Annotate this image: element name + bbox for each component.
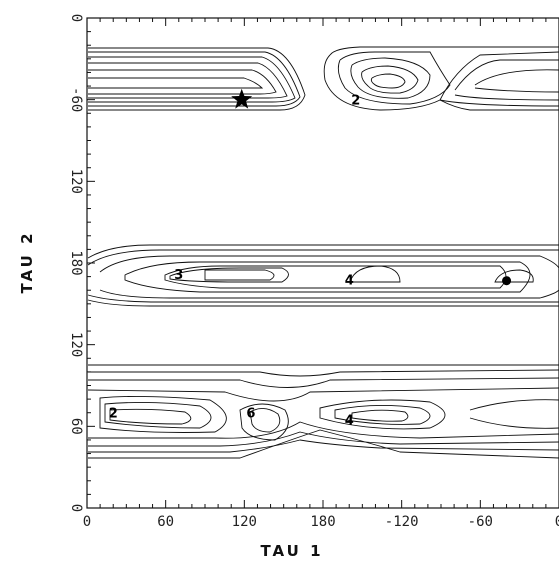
- contour-label: 3: [174, 268, 183, 283]
- contour-band-top-right: [454, 59, 559, 101]
- contour-band-bottom: [104, 401, 212, 429]
- y-tick-label: 0: [68, 14, 84, 22]
- contour-band-top-right-outer: [323, 46, 559, 111]
- contour-band-top-right: [337, 51, 451, 105]
- y-axis-title: TAU 2: [18, 230, 36, 293]
- y-tick-label: -60: [68, 87, 84, 112]
- contour-band-middle: [164, 265, 507, 289]
- y-tick-label: 120: [68, 169, 84, 194]
- contour-label: 4: [345, 273, 354, 288]
- markers: [231, 88, 512, 286]
- contour-band-middle: [124, 261, 531, 293]
- contour-band-bottom-inner: [351, 409, 409, 422]
- contour-band-bottom: [469, 399, 559, 429]
- contour-band-top-left: [88, 69, 277, 95]
- plot-frame: [86, 17, 559, 509]
- tick-marks: [86, 17, 559, 509]
- contour-label: 2: [109, 407, 118, 422]
- contour-band-middle: [169, 267, 289, 283]
- contour-band-middle-inner: [494, 269, 534, 283]
- y-tick-labels: 0 -60 120 180 120 60 0: [68, 14, 84, 512]
- star-marker: [231, 88, 253, 109]
- contour-band-bottom: [334, 404, 431, 425]
- x-tick-label: 120: [232, 514, 257, 530]
- contour-band-top-left: [88, 62, 288, 99]
- y-tick-label: 0: [68, 504, 84, 512]
- y-tick-label: 180: [68, 250, 84, 275]
- x-tick-labels: 0 60 120 180 -120 -60 0: [83, 514, 559, 530]
- y-tick-label: 60: [68, 418, 84, 435]
- contour-lines: [87, 46, 559, 459]
- contour-band-bottom-inner: [109, 408, 192, 425]
- contour-band-bottom: [239, 403, 289, 441]
- x-tick-label: 0: [555, 514, 559, 530]
- y-tick-label: 120: [68, 332, 84, 357]
- contour-band-top-right: [474, 69, 559, 93]
- contour-band-middle-outer: [87, 244, 559, 307]
- x-tick-label: -60: [468, 514, 493, 530]
- contour-band-middle-inner: [349, 265, 401, 283]
- contour-band-top-left-inner: [88, 77, 264, 89]
- contour-band-middle-inner: [204, 269, 275, 281]
- contour-band-top-right: [439, 51, 559, 107]
- contour-band-bottom: [319, 399, 446, 430]
- contour-band-bottom: [88, 369, 559, 453]
- contour-band-top-right: [350, 57, 431, 99]
- contour-labels: 2 3 4 2 6 4: [109, 94, 361, 429]
- contour-label: 4: [345, 414, 354, 429]
- contour-band-top-right-inner: [370, 73, 406, 89]
- contour-band-bottom: [88, 377, 559, 447]
- contour-band-top-right: [361, 65, 419, 94]
- contour-band-bottom-outer: [88, 364, 559, 459]
- x-tick-label: 60: [157, 514, 174, 530]
- contour-band-middle: [87, 249, 559, 303]
- dot-marker: [502, 276, 512, 286]
- contour-label: 6: [246, 407, 255, 422]
- x-tick-label: 0: [83, 514, 91, 530]
- x-axis-title: TAU 1: [260, 542, 323, 560]
- contour-band-middle: [99, 255, 559, 299]
- contour-band-top-left: [88, 56, 296, 103]
- x-tick-label: -120: [385, 514, 419, 530]
- contour-band-bottom-inner: [249, 408, 281, 433]
- x-tick-label: 180: [310, 514, 335, 530]
- contour-band-bottom: [87, 387, 559, 439]
- contour-band-top-left-outer: [88, 47, 306, 111]
- contour-band-bottom: [99, 395, 227, 433]
- contour-label: 2: [351, 94, 360, 109]
- contour-band-top-left: [88, 51, 301, 107]
